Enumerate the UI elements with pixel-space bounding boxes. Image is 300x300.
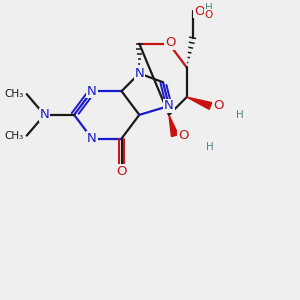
Polygon shape xyxy=(169,115,178,136)
Text: N: N xyxy=(40,108,50,122)
Text: H: H xyxy=(205,3,213,13)
Text: N: N xyxy=(87,132,97,145)
Text: O: O xyxy=(165,36,176,49)
Text: H: H xyxy=(206,142,214,152)
Text: N: N xyxy=(164,100,174,112)
Text: CH₃: CH₃ xyxy=(4,89,24,99)
Text: O: O xyxy=(205,10,213,20)
Text: CH₃: CH₃ xyxy=(4,130,24,141)
Text: O: O xyxy=(194,5,205,18)
Text: O: O xyxy=(178,129,188,142)
Text: N: N xyxy=(87,85,97,98)
Text: N: N xyxy=(134,67,144,80)
Text: O: O xyxy=(213,100,224,112)
Polygon shape xyxy=(187,97,212,109)
Text: H: H xyxy=(236,110,243,120)
Text: O: O xyxy=(116,165,127,178)
